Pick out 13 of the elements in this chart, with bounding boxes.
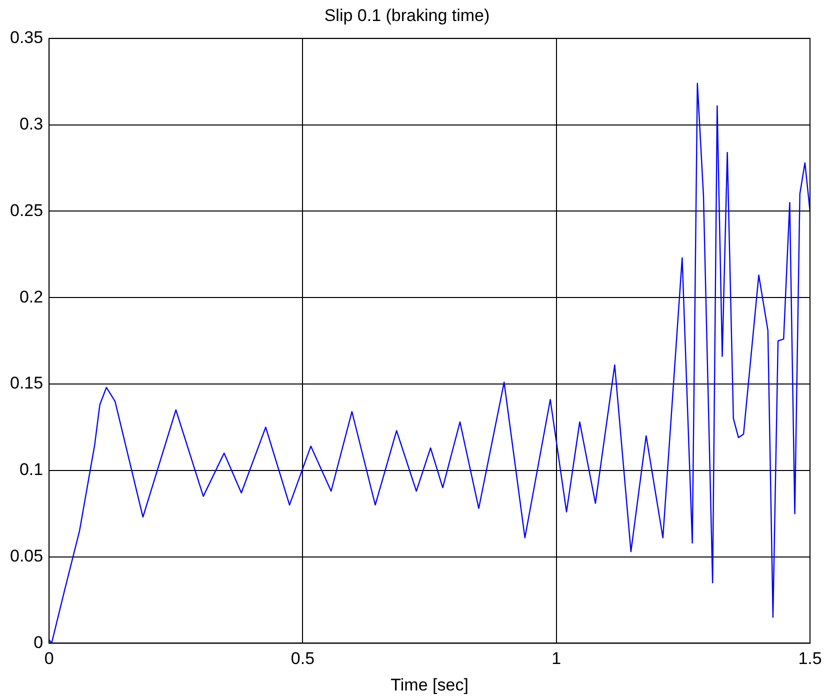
y-tick-label: 0.1 bbox=[19, 460, 44, 480]
x-tick-label: 1 bbox=[552, 649, 562, 668]
y-tick-label: 0.15 bbox=[10, 374, 44, 393]
y-tick-label: 0 bbox=[34, 632, 44, 652]
x-axis-title: Time [sec] bbox=[390, 675, 468, 694]
chart-title: Slip 0.1 (braking time) bbox=[324, 6, 490, 25]
y-tick-label: 0.05 bbox=[10, 546, 44, 566]
x-tick-label: 1.5 bbox=[798, 649, 822, 668]
x-tick-label: 0.5 bbox=[290, 649, 315, 668]
y-tick-label: 0.35 bbox=[10, 28, 44, 48]
y-tick-label: 0.25 bbox=[10, 200, 44, 220]
y-tick-label: 0.2 bbox=[19, 287, 44, 306]
y-tick-label: 0.3 bbox=[19, 114, 44, 134]
